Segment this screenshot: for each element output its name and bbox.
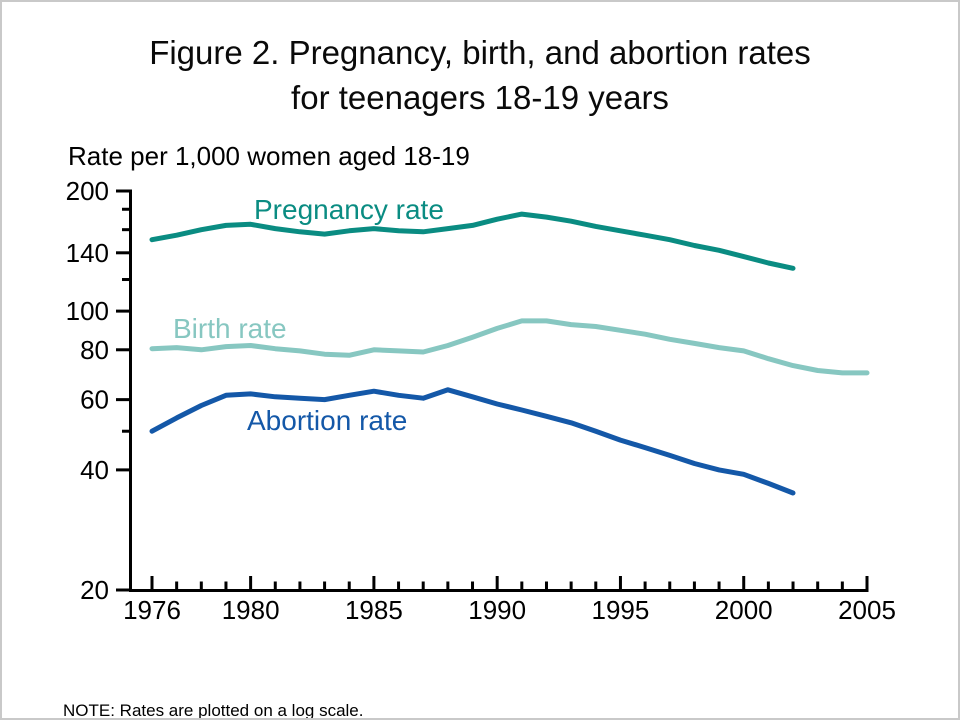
y-axis-tick-label: 20 (80, 575, 109, 605)
x-axis-tick-label: 1995 (592, 595, 650, 625)
figure-title-line2: for teenagers 18-19 years (291, 79, 669, 116)
y-axis-tick-label: 60 (80, 385, 109, 415)
birth-rate-line (149, 318, 870, 376)
y-axis-unit-label: Rate per 1,000 women aged 18-19 (68, 141, 470, 171)
chart-plot-area: 200 140 100 80 60 40 20 1976 1980 1985 1990 1995 200… (66, 176, 896, 625)
abortion-rate-line-label: Abortion rate (247, 405, 408, 436)
note-text: NOTE: Rates are plotted on a log scale. (63, 701, 364, 720)
x-axis-tick-label: 1985 (345, 595, 403, 625)
x-axis-tick-label: 2005 (838, 595, 896, 625)
x-axis-tick-label: 2000 (715, 595, 773, 625)
y-axis-tick-label: 140 (66, 238, 109, 268)
pregnancy-rate-line-label: Pregnancy rate (254, 194, 444, 225)
birth-rate-line-label: Birth rate (173, 313, 287, 344)
x-axis-tick-label: 1976 (123, 595, 181, 625)
pregnancy-rate-line (149, 211, 796, 271)
y-axis-tick-label: 40 (80, 455, 109, 485)
y-axis-tick-label: 100 (66, 296, 109, 326)
y-axis-tick-label: 80 (80, 335, 109, 365)
footnotes: NOTE: Rates are plotted on a log scale. … (63, 656, 584, 720)
abortion-rate-line (149, 387, 796, 496)
x-axis-tick-label: 1980 (222, 595, 280, 625)
figure-title: Figure 2. Pregnancy, birth, and abortion… (2, 30, 958, 120)
y-axis-tick-label: 200 (66, 176, 109, 206)
figure-title-line1: Figure 2. Pregnancy, birth, and abortion… (149, 34, 811, 71)
x-axis-tick-label: 1990 (468, 595, 526, 625)
